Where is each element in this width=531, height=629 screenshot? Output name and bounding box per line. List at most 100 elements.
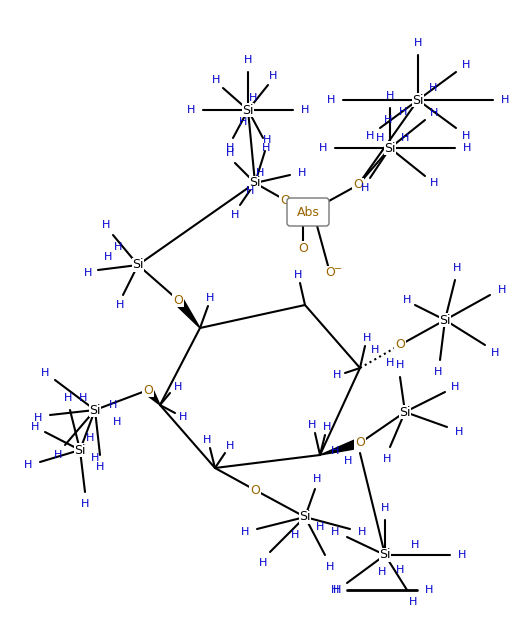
Text: H: H [313, 474, 321, 484]
Text: H: H [249, 93, 257, 103]
Text: H: H [226, 441, 234, 451]
Text: H: H [430, 108, 438, 118]
Polygon shape [144, 387, 160, 405]
Text: H: H [425, 585, 433, 595]
Text: Si: Si [242, 104, 254, 116]
Text: H: H [326, 562, 334, 572]
Text: O: O [280, 194, 290, 206]
Text: H: H [319, 143, 327, 153]
Text: O: O [250, 484, 260, 496]
Text: H: H [79, 393, 87, 403]
Text: H: H [54, 450, 62, 460]
Polygon shape [320, 438, 362, 455]
Text: H: H [316, 522, 324, 532]
Text: H: H [212, 75, 220, 85]
Text: Si: Si [132, 259, 144, 272]
Text: H: H [429, 83, 437, 93]
Text: H: H [501, 95, 509, 105]
Text: H: H [331, 585, 339, 595]
Text: H: H [401, 133, 409, 143]
Text: H: H [109, 400, 117, 410]
Text: Si: Si [379, 548, 391, 562]
Text: H: H [414, 38, 422, 48]
Text: H: H [226, 143, 234, 153]
Text: H: H [102, 220, 110, 230]
Text: H: H [187, 105, 195, 115]
Text: H: H [383, 454, 391, 464]
Text: H: H [203, 435, 211, 445]
Text: H: H [378, 567, 386, 577]
Text: Si: Si [399, 406, 411, 418]
Text: O: O [355, 437, 365, 450]
Text: H: H [86, 433, 94, 443]
Text: H: H [91, 453, 99, 463]
Text: H: H [226, 148, 234, 158]
Text: H: H [206, 293, 214, 303]
Text: H: H [333, 585, 341, 595]
Text: −: − [334, 264, 342, 274]
Text: H: H [81, 499, 89, 509]
Text: H: H [263, 135, 271, 145]
Text: H: H [455, 427, 463, 437]
Text: H: H [371, 345, 379, 355]
Text: H: H [113, 417, 121, 427]
Text: H: H [331, 527, 339, 537]
Text: H: H [358, 527, 366, 537]
Text: H: H [231, 210, 239, 220]
Text: H: H [386, 91, 394, 101]
Text: H: H [434, 367, 442, 377]
Text: Si: Si [249, 177, 261, 189]
Polygon shape [174, 297, 200, 328]
Text: H: H [462, 60, 470, 70]
Text: H: H [386, 358, 394, 368]
Text: H: H [116, 300, 124, 310]
Text: H: H [96, 462, 104, 472]
Text: H: H [259, 558, 267, 568]
Text: O: O [353, 179, 363, 191]
Text: H: H [491, 348, 499, 358]
Text: Abs: Abs [296, 206, 320, 218]
Text: H: H [430, 178, 438, 188]
Text: H: H [244, 55, 252, 65]
Text: H: H [361, 183, 369, 193]
Text: H: H [269, 71, 277, 81]
Text: H: H [301, 105, 309, 115]
Text: H: H [462, 131, 470, 141]
Text: O: O [395, 338, 405, 352]
Text: H: H [396, 565, 404, 575]
Text: Si: Si [74, 443, 85, 457]
Text: H: H [262, 143, 270, 153]
Text: H: H [323, 422, 331, 432]
Text: H: H [241, 527, 249, 537]
Text: H: H [409, 597, 417, 607]
Text: H: H [344, 456, 352, 466]
Text: H: H [331, 446, 339, 456]
Text: H: H [451, 382, 459, 392]
Text: H: H [31, 422, 39, 432]
Text: Si: Si [299, 511, 311, 523]
Text: H: H [298, 168, 306, 178]
Text: H: H [363, 333, 371, 343]
Text: H: H [399, 107, 407, 117]
Text: H: H [403, 295, 411, 305]
Text: H: H [24, 460, 32, 470]
Text: H: H [179, 412, 187, 422]
Text: Si: Si [384, 142, 396, 155]
Text: H: H [294, 270, 302, 280]
Text: H: H [104, 252, 112, 262]
Text: H: H [453, 263, 461, 273]
Text: Si: Si [89, 403, 101, 416]
Text: Si: Si [439, 313, 451, 326]
Text: O: O [143, 384, 153, 396]
Text: H: H [114, 242, 122, 252]
Text: H: H [396, 360, 404, 370]
Text: H: H [411, 540, 419, 550]
Text: H: H [366, 131, 374, 141]
Text: O: O [298, 242, 308, 255]
Text: H: H [327, 95, 335, 105]
Text: H: H [308, 420, 316, 430]
Text: H: H [84, 268, 92, 278]
Text: O: O [173, 294, 183, 306]
Text: H: H [239, 117, 247, 127]
Text: H: H [41, 368, 49, 378]
